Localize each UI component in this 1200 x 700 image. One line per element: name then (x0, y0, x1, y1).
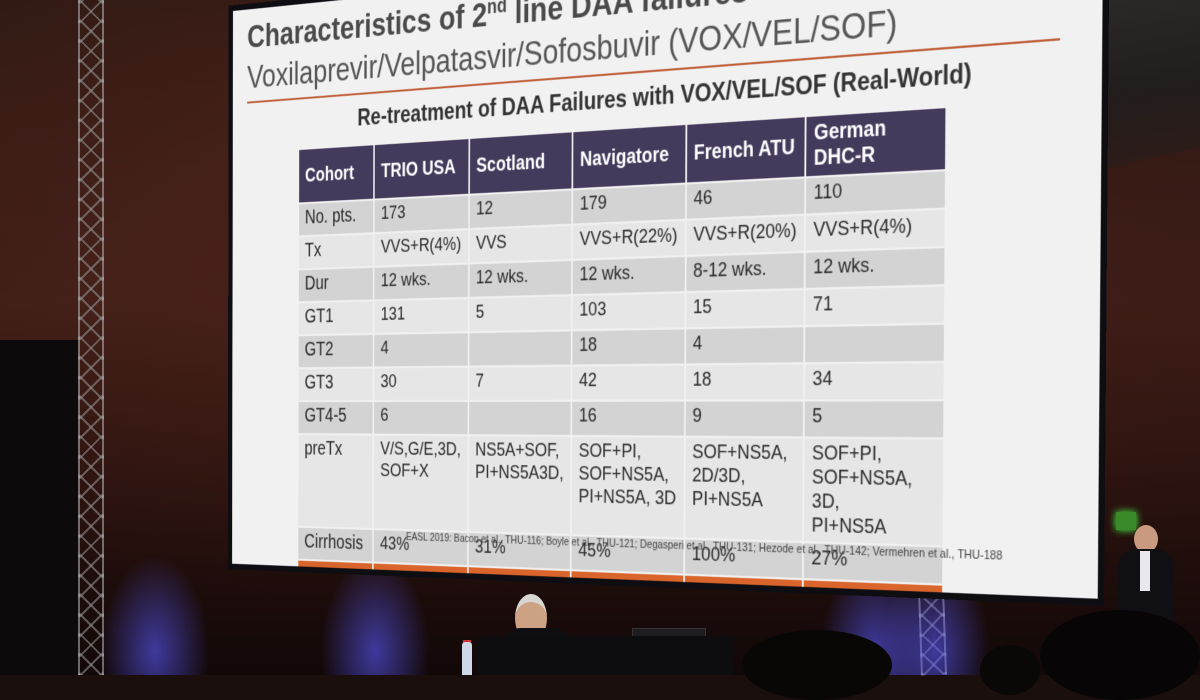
table-cell: 34 (804, 362, 945, 400)
speaker-shirt (1140, 551, 1150, 591)
row-label: Tx (298, 233, 374, 269)
table-cell: SOF+PI, SOF+NS5A, PI+NS5A, 3D (571, 436, 685, 539)
table-cell: 9 (684, 400, 804, 437)
podium-desk (478, 636, 733, 675)
table-cell: 15 (685, 289, 805, 328)
table-cell: 7 (468, 366, 571, 401)
table-cell: 5 (804, 400, 945, 438)
table-cell: 30 (374, 367, 469, 401)
row-label: No. pts. (298, 200, 374, 237)
table-cell: 18 (685, 363, 805, 400)
table-cell: 18 (572, 328, 685, 365)
table-cell: 8-12 wks. (685, 252, 805, 292)
column-header: TRIO USA (374, 138, 469, 200)
column-header: Navigatore (572, 124, 686, 190)
table-cell: 103 (572, 292, 685, 330)
table-cell: VVS+R(4%) (374, 229, 469, 267)
table-cell: 42 (571, 364, 684, 400)
table-cell: n=2 (373, 563, 468, 599)
table-cell: NS5A+SOF, PI+NS5A3D, (468, 435, 572, 535)
table-cell: VVS+R(22%) (572, 220, 685, 260)
column-header: Cohort (298, 144, 374, 203)
table-cell: n=2 (683, 575, 803, 599)
table-cell: 12 wks. (805, 247, 946, 289)
row-label: GT2 (298, 334, 374, 368)
table-cell: 16 (571, 401, 684, 437)
table-cell (804, 324, 945, 364)
table-cell: 12 (469, 189, 573, 229)
table-cell: 179 (572, 184, 686, 225)
table-cell: 173 (374, 195, 469, 233)
projection-screen-area: Characteristics of 2nd line DAA failures… (0, 0, 1200, 675)
table-cell: SOF+PI, SOF+NS5A, 3D, PI+NS5A (803, 438, 944, 547)
row-label: Non-SVR (297, 560, 373, 599)
table-cell: VVS+R(4%) (805, 209, 946, 252)
row-label: GT1 (298, 300, 374, 335)
table-cell: 12 wks. (374, 264, 469, 301)
column-header: German DHC-R (805, 107, 946, 178)
column-header: French ATU (686, 116, 806, 183)
table-cell: 46 (686, 177, 806, 219)
table-cell: n=4 (570, 570, 683, 599)
table-cell: 5 (468, 295, 571, 332)
water-bottle (462, 642, 472, 675)
table-cell (468, 330, 571, 366)
audience-head (1040, 610, 1200, 700)
column-header: Scotland (469, 131, 573, 194)
table-cell: VVS (469, 225, 572, 264)
table-cell: SOF+NS5A, 2D/3D, PI+NS5A (684, 437, 804, 542)
audience-head (742, 630, 892, 700)
table-row: GT4-5 6 16 9 5 (298, 400, 945, 438)
table-cell: 6 (373, 401, 468, 435)
row-label: preTx (298, 434, 374, 529)
row-label: GT3 (298, 367, 374, 401)
table-cell: 110 (805, 170, 946, 214)
table-cell: 12 wks. (572, 256, 685, 295)
table-cell: 4 (374, 332, 469, 367)
row-label: Dur (298, 267, 374, 303)
table-cell: 12 wks. (469, 260, 572, 298)
slide: Characteristics of 2nd line DAA failures… (232, 0, 1103, 599)
cohort-table: Cohort TRIO USA Scotland Navigatore Fren… (297, 106, 948, 599)
table-cell: VVS+R(20%) (685, 215, 805, 256)
table-cell: 4 (685, 326, 805, 364)
table-cell (468, 401, 571, 436)
audience-head (980, 645, 1040, 695)
table-cell: 131 (374, 298, 469, 334)
table-cell: 71 (804, 285, 945, 326)
row-label: GT4-5 (298, 401, 374, 435)
row-label: Cirrhosis (298, 527, 374, 563)
table-cell: V/S,G/E,3D, SOF+X (373, 435, 468, 532)
table-row: GT3 30 7 42 18 34 (298, 362, 945, 401)
